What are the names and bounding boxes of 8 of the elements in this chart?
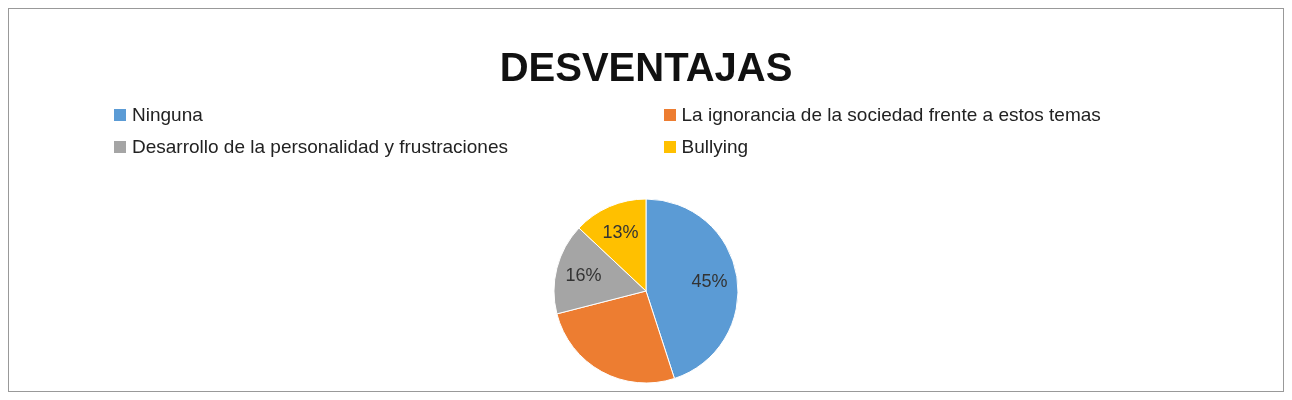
legend-label: La ignorancia de la sociedad frente a estos temas: [681, 104, 1101, 126]
chart-title: DESVENTAJAS: [498, 44, 794, 90]
legend-label: Ninguna: [132, 104, 203, 126]
legend-label: Bullying: [681, 136, 749, 158]
data-label: 45%: [691, 270, 728, 291]
data-label: 16%: [565, 264, 602, 285]
legend-label: Desarrollo de la personalidad y frustraciones: [132, 136, 508, 158]
data-label: 13%: [602, 221, 639, 242]
